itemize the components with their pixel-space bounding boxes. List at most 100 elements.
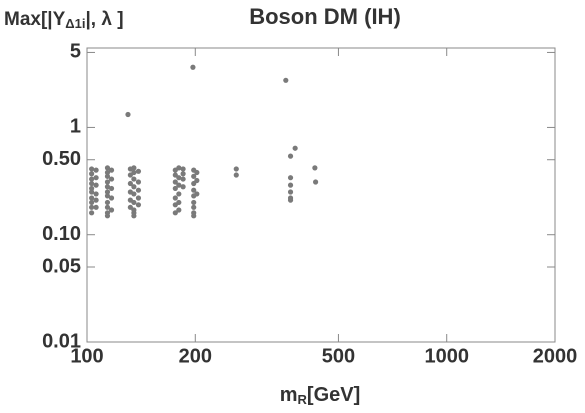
point [89, 195, 95, 201]
point [108, 195, 115, 201]
point [89, 204, 95, 210]
point [108, 207, 115, 213]
x-label-sub: R [298, 392, 308, 407]
point [131, 169, 137, 176]
point [283, 77, 289, 83]
point [135, 187, 142, 193]
point [180, 184, 186, 190]
point [172, 210, 178, 216]
point [191, 173, 197, 179]
x-label-end: [GeV] [307, 384, 360, 406]
point [104, 189, 111, 195]
point [104, 199, 111, 206]
y-label-main: Max[|Y [4, 9, 66, 30]
point [172, 185, 178, 192]
point [104, 179, 111, 185]
point [127, 180, 133, 187]
y-tick-label: 5 [70, 41, 81, 63]
point [89, 189, 95, 195]
point [191, 213, 197, 219]
point [93, 175, 99, 181]
y-label-end: |, λ ] [85, 9, 123, 30]
point [104, 213, 111, 219]
point [287, 182, 294, 188]
point [176, 182, 182, 188]
point [131, 199, 137, 206]
point [176, 165, 182, 171]
point [93, 167, 99, 173]
x-tick-label: 100 [70, 345, 103, 367]
x-tick-label: 1000 [424, 345, 469, 367]
point [287, 175, 294, 181]
point [89, 166, 95, 172]
y-axis-label: Max[|YΔ1i|, λ ] [4, 9, 124, 31]
point [135, 195, 142, 201]
point [176, 199, 182, 206]
point [194, 191, 200, 197]
point [180, 171, 186, 177]
point [89, 180, 95, 187]
y-tick-label: 0.10 [42, 223, 81, 245]
y-label-sub: Δ1i [65, 16, 85, 31]
point [93, 204, 99, 210]
point [190, 64, 196, 70]
x-tick-label: 200 [179, 345, 212, 367]
point [89, 171, 95, 177]
point [89, 199, 95, 206]
x-axis-label: mR[GeV] [280, 384, 361, 407]
point [131, 176, 137, 182]
point [135, 202, 142, 208]
point [172, 179, 178, 185]
point [191, 204, 197, 210]
point [93, 191, 99, 197]
x-tick-label: 2000 [533, 345, 578, 367]
y-tick-label: 0.50 [42, 148, 81, 170]
point [108, 167, 115, 173]
y-tick-label: 0.01 [42, 330, 81, 352]
point [104, 193, 111, 199]
point [93, 197, 99, 203]
point [135, 168, 142, 174]
point [191, 199, 197, 206]
plot-frame [86, 47, 556, 343]
point [180, 176, 186, 182]
point [287, 189, 294, 195]
point [131, 213, 137, 219]
point [131, 191, 137, 197]
point [176, 175, 182, 181]
point [104, 204, 111, 210]
point [131, 184, 137, 190]
point [104, 169, 111, 176]
point [312, 179, 319, 185]
point [176, 191, 182, 197]
point [89, 185, 95, 192]
point [233, 172, 239, 178]
point [108, 185, 115, 192]
point [89, 210, 95, 216]
point [292, 145, 298, 151]
point [191, 187, 197, 193]
point [194, 177, 200, 184]
y-tick-label: 1 [70, 116, 81, 138]
point [131, 165, 137, 171]
point [287, 197, 294, 203]
x-tick-label: 500 [322, 345, 355, 367]
y-tick-label: 0.05 [42, 255, 81, 277]
point [312, 165, 318, 171]
point [108, 176, 115, 182]
point [93, 182, 99, 188]
point [180, 166, 186, 172]
chart-title: Boson DM (IH) [249, 4, 401, 29]
point [89, 176, 95, 182]
point [194, 169, 200, 176]
x-label-main: m [280, 384, 298, 406]
point [233, 166, 239, 172]
point [104, 173, 111, 179]
point [287, 153, 294, 159]
point [135, 179, 142, 185]
point [104, 184, 111, 190]
point [104, 165, 111, 171]
point [172, 195, 178, 201]
point [125, 111, 131, 118]
